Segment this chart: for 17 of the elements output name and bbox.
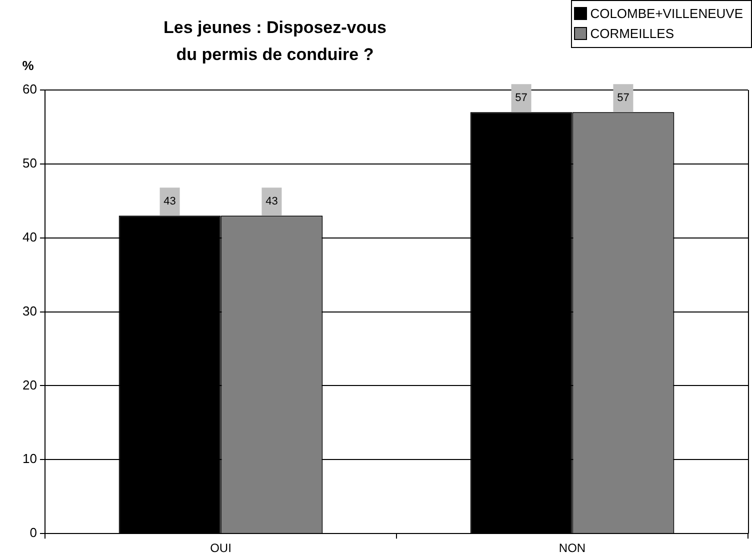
y-tick-label: 50 [22, 156, 37, 171]
legend-label: CORMEILLES [590, 26, 674, 40]
y-tick-label: 60 [22, 82, 37, 97]
data-label: 43 [164, 196, 176, 208]
y-tick-label: 0 [30, 525, 37, 540]
data-label: 57 [515, 92, 528, 104]
data-label: 57 [617, 92, 630, 104]
y-tick-label: 10 [22, 451, 37, 466]
y-tick-label: 20 [22, 377, 37, 392]
x-tick-label: NON [558, 541, 586, 556]
y-tick-label: 40 [22, 229, 37, 244]
y-tick-label: 30 [22, 303, 37, 318]
x-tick-label: OUI [210, 541, 232, 556]
legend-label: COLOMBE+VILLENEUVE [590, 6, 743, 20]
data-label: 43 [266, 196, 278, 208]
y-axis-title: % [22, 58, 34, 73]
chart-title: Les jeunes : Disposez-vous du permis de conduire ? [162, 17, 388, 66]
